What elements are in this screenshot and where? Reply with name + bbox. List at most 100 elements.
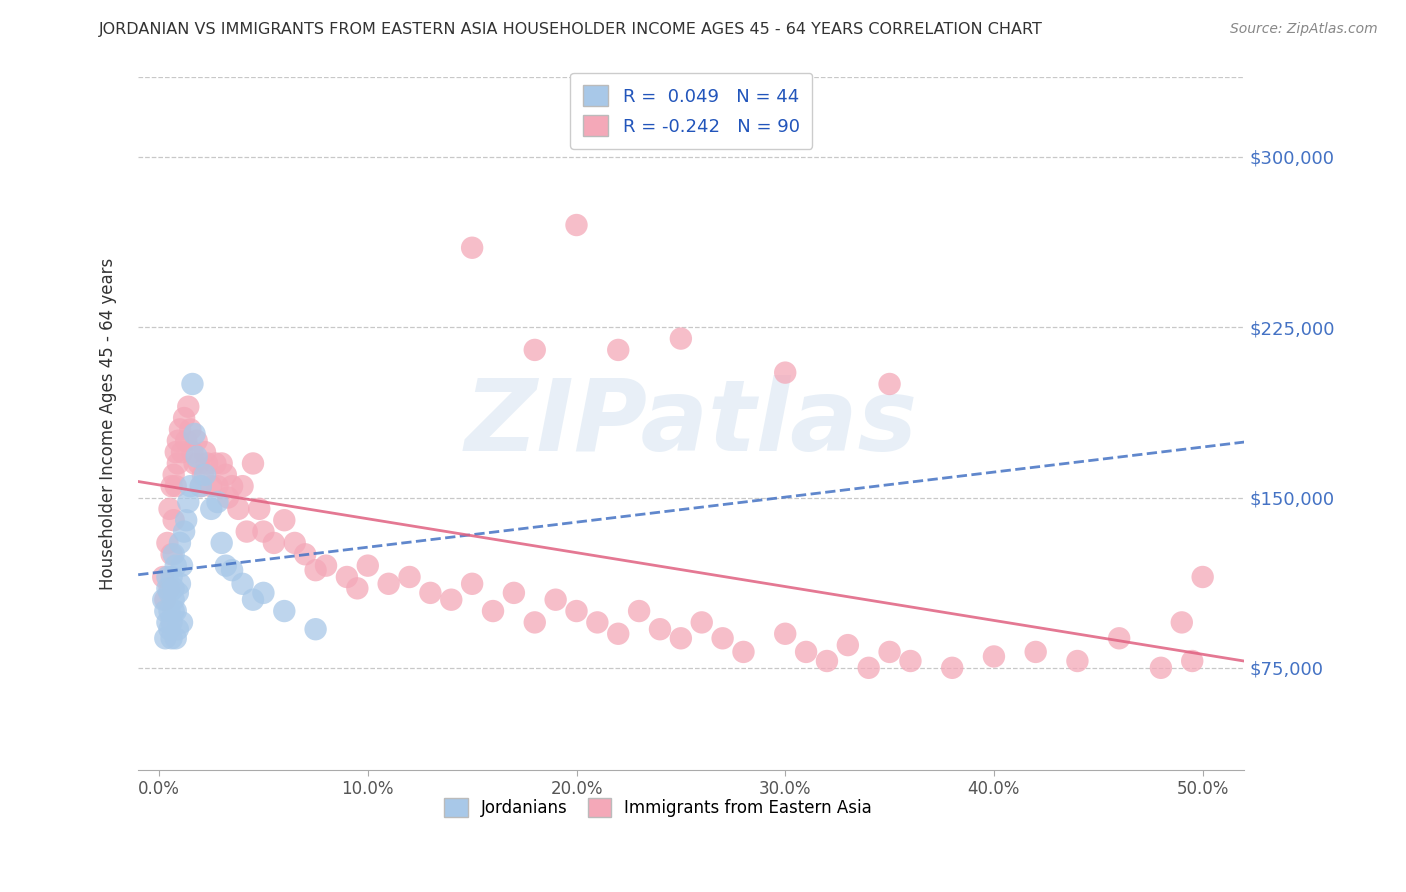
Point [461, 576, 484, 591]
Point [152, 570, 174, 584]
Point [159, 586, 181, 600]
Point [163, 513, 186, 527]
Point [252, 586, 274, 600]
Point [190, 479, 212, 493]
Point [794, 645, 817, 659]
Point [315, 558, 337, 573]
Point [523, 615, 546, 630]
Point [181, 445, 204, 459]
Point [242, 457, 264, 471]
Point [879, 645, 901, 659]
Point [669, 332, 692, 346]
Point [207, 479, 229, 493]
Point [160, 615, 183, 630]
Point [170, 445, 193, 459]
Point [294, 547, 316, 561]
Point [191, 467, 214, 482]
Point [165, 558, 187, 573]
Point [186, 434, 208, 448]
Point [169, 536, 191, 550]
Text: ZIPatlas: ZIPatlas [465, 376, 918, 472]
Point [304, 622, 326, 636]
Point [195, 457, 218, 471]
Point [273, 604, 295, 618]
Point [586, 615, 609, 630]
Point [247, 501, 270, 516]
Point [461, 241, 484, 255]
Point [263, 536, 285, 550]
Point [398, 570, 420, 584]
Point [179, 422, 201, 436]
Point [1181, 654, 1204, 668]
Point [242, 592, 264, 607]
Point [173, 524, 195, 539]
Point [163, 604, 186, 618]
Point [648, 622, 671, 636]
Point [607, 343, 630, 357]
Point [156, 615, 179, 630]
Point [221, 563, 243, 577]
Point [179, 479, 201, 493]
Point [628, 604, 651, 618]
Point [215, 558, 238, 573]
Point [207, 495, 229, 509]
Point [357, 558, 380, 573]
Point [565, 218, 588, 232]
Point [183, 426, 205, 441]
Point [523, 343, 546, 357]
Point [159, 604, 181, 618]
Point [177, 495, 200, 509]
Point [544, 592, 567, 607]
Point [377, 576, 399, 591]
Point [174, 513, 197, 527]
Point [1066, 654, 1088, 668]
Point [190, 479, 212, 493]
Point [169, 576, 191, 591]
Point [983, 649, 1005, 664]
Point [159, 501, 181, 516]
Point [181, 376, 204, 391]
Point [235, 524, 257, 539]
Point [156, 536, 179, 550]
Point [1150, 661, 1173, 675]
Point [419, 586, 441, 600]
Point [160, 547, 183, 561]
Point [194, 445, 217, 459]
Point [1191, 570, 1213, 584]
Point [773, 626, 796, 640]
Point [173, 411, 195, 425]
Point [174, 434, 197, 448]
Point [166, 586, 188, 600]
Point [837, 638, 859, 652]
Point [200, 479, 222, 493]
Point [733, 645, 755, 659]
Point [252, 524, 274, 539]
Point [163, 467, 186, 482]
Point [607, 626, 630, 640]
Point [815, 654, 838, 668]
Point [165, 604, 187, 618]
Point [156, 582, 179, 596]
Point [211, 457, 233, 471]
Point [773, 366, 796, 380]
Point [304, 563, 326, 577]
Point [1171, 615, 1194, 630]
Point [163, 582, 186, 596]
Point [187, 457, 209, 471]
Point [336, 570, 359, 584]
Legend: Jordanians, Immigrants from Eastern Asia: Jordanians, Immigrants from Eastern Asia [437, 791, 879, 824]
Point [155, 632, 177, 646]
Point [1108, 632, 1130, 646]
Point [186, 450, 208, 464]
Point [166, 457, 188, 471]
Point [165, 632, 187, 646]
Point [204, 457, 226, 471]
Point [669, 632, 692, 646]
Point [858, 661, 880, 675]
Point [177, 400, 200, 414]
Point [160, 570, 183, 584]
Point [284, 536, 307, 550]
Point [482, 604, 505, 618]
Point [1025, 645, 1047, 659]
Point [346, 582, 368, 596]
